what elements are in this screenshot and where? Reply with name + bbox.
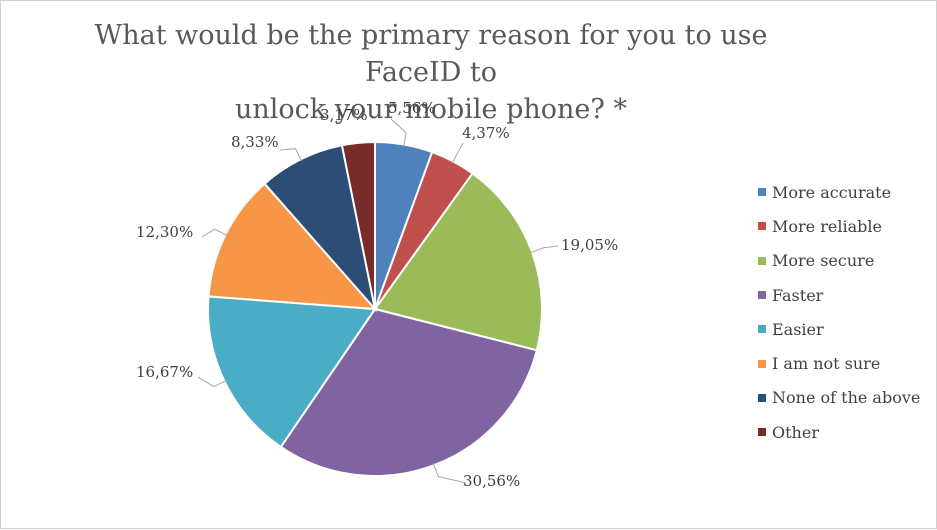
legend-swatch-3 <box>758 256 766 265</box>
data-label-2: 4,37% <box>462 124 510 142</box>
leader-line-7 <box>279 148 303 162</box>
data-label-1: 5,56% <box>388 99 436 117</box>
legend-item-7: None of the above <box>758 381 920 415</box>
chart-title-line-1: What would be the primary reason for you… <box>94 20 768 88</box>
leader-line-2 <box>451 142 464 164</box>
data-label-6: 12,30% <box>136 223 193 241</box>
legend-item-1: More accurate <box>758 175 920 209</box>
leader-line-6 <box>201 228 228 238</box>
data-label-7: 8,33% <box>231 133 279 151</box>
legend-item-3: More secure <box>758 244 920 278</box>
legend-label-3: More secure <box>772 251 875 271</box>
data-label-4: 30,56% <box>463 472 520 490</box>
leader-line-5 <box>197 376 227 388</box>
legend-swatch-5 <box>758 325 766 334</box>
legend-swatch-8 <box>758 428 766 437</box>
legend-swatch-1 <box>758 188 766 197</box>
legend-item-8: Other <box>758 415 920 449</box>
legend-label-4: Faster <box>772 285 824 305</box>
leader-line-3 <box>529 245 559 254</box>
legend-label-2: More reliable <box>772 216 882 236</box>
legend: More accurate More reliable More secure Fas… <box>758 175 920 449</box>
legend-swatch-2 <box>758 222 766 231</box>
legend-swatch-6 <box>758 359 766 368</box>
legend-item-5: Easier <box>758 312 920 346</box>
legend-swatch-7 <box>758 393 766 402</box>
legend-label-1: More accurate <box>772 182 892 202</box>
legend-label-6: I am not sure <box>772 354 881 374</box>
leader-line-4 <box>432 463 467 484</box>
chart-title: What would be the primary reason for you… <box>61 17 801 128</box>
data-label-8: 3,17% <box>320 106 368 124</box>
data-label-3: 19,05% <box>561 236 618 254</box>
legend-item-2: More reliable <box>758 209 920 243</box>
legend-item-6: I am not sure <box>758 346 920 380</box>
leader-line-1 <box>390 118 407 147</box>
legend-label-5: Easier <box>772 319 824 339</box>
legend-label-8: Other <box>772 422 819 442</box>
chart-title-line-2: unlock your mobile phone? * <box>235 94 627 125</box>
legend-swatch-4 <box>758 291 766 300</box>
pie-slice-8 <box>340 140 376 310</box>
legend-label-7: None of the above <box>772 388 921 408</box>
data-label-5: 16,67% <box>136 363 193 381</box>
legend-item-4: Faster <box>758 278 920 312</box>
